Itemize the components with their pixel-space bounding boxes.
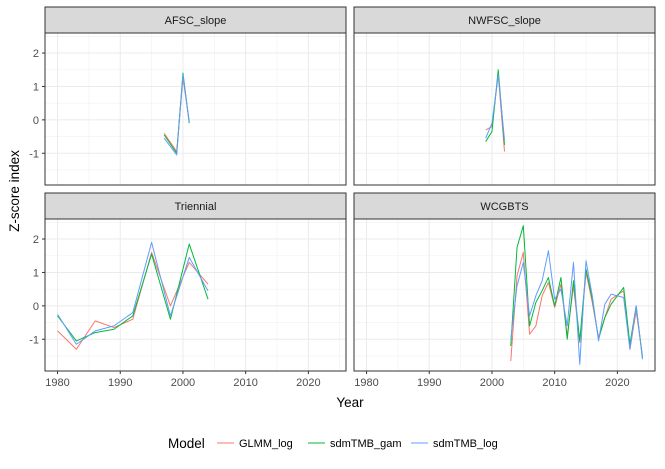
legend-label: GLMM_log: [239, 438, 293, 450]
x-tick-label: 2000: [480, 377, 504, 389]
panel-background: [45, 33, 346, 185]
y-axis-title: Z-score index: [7, 150, 22, 232]
panels: AFSC_slope NWFSC_slope Triennial WCGBTS: [44, 6, 656, 372]
series-line-sdmtmb-log: [57, 241, 209, 345]
y-axis-ticks: -1 0 1 2 -1 0 1 2: [29, 48, 45, 346]
facet-strip-label: AFSC_slope: [165, 15, 227, 27]
facet-strip-label: Triennial: [175, 201, 217, 213]
series-line-sdmtmb-gam: [510, 225, 643, 358]
y-tick-label: 1: [33, 267, 39, 279]
x-axis-ticks: 1980 1990 2000 2010 2020 1980 1990 2000 2010 2020: [45, 371, 630, 389]
y-tick-label: 0: [33, 301, 39, 313]
x-tick-label: 1980: [45, 377, 69, 389]
x-tick-label: 2010: [233, 377, 257, 389]
facet-strip-label: NWFSC_slope: [468, 15, 541, 27]
y-tick-label: 1: [33, 81, 39, 93]
panel-background: [354, 219, 655, 371]
panel-border: [44, 218, 347, 372]
x-tick-label: 1980: [354, 377, 378, 389]
x-axis-title: Year: [336, 395, 364, 410]
x-tick-label: 2000: [171, 377, 195, 389]
y-tick-label: -1: [29, 148, 39, 160]
panel-nwfsc-slope: NWFSC_slope: [353, 6, 656, 186]
legend-item-sdmtmb-gam: sdmTMB_gam: [308, 438, 402, 450]
x-tick-label: 2010: [542, 377, 566, 389]
facet-strip: [353, 192, 656, 220]
legend-label: sdmTMB_gam: [330, 438, 402, 450]
legend-label: sdmTMB_log: [433, 438, 498, 450]
facet-strip: [44, 192, 347, 220]
legend-item-glmm-log: GLMM_log: [217, 438, 293, 450]
legend-items: GLMM_log sdmTMB_gam sdmTMB_log: [217, 438, 498, 450]
panel-afsc-slope: AFSC_slope: [44, 6, 347, 186]
y-tick-label: 2: [33, 48, 39, 60]
panel-plot-area: [354, 219, 655, 371]
panel-border: [353, 218, 656, 372]
panel-plot-area: [45, 219, 346, 371]
series-line-sdmtmb-log: [510, 250, 643, 365]
panel-plot-area: [354, 33, 655, 185]
panel-background: [354, 33, 655, 185]
x-tick-label: 2020: [296, 377, 320, 389]
series-line-sdmtmb-log: [163, 74, 190, 156]
legend-item-sdmtmb-log: sdmTMB_log: [411, 438, 498, 450]
x-tick-label: 1990: [417, 377, 441, 389]
facet-strip: [353, 6, 656, 34]
legend: Model GLMM_log sdmTMB_gam sdmTMB_log: [168, 436, 498, 451]
legend-title: Model: [168, 436, 205, 451]
facet-strip-label: WCGBTS: [480, 201, 528, 213]
series-line-sdmtmb-gam: [57, 243, 209, 342]
y-tick-label: 0: [33, 115, 39, 127]
facet-strip: [44, 6, 347, 34]
y-tick-label: -1: [29, 334, 39, 346]
y-tick-label: 2: [33, 234, 39, 246]
panel-background: [45, 219, 346, 371]
series-line-sdmtmb-log: [485, 74, 505, 140]
x-tick-label: 2020: [605, 377, 629, 389]
panel-triennial: Triennial: [44, 192, 347, 372]
panel-plot-area: [45, 33, 346, 185]
panel-border: [44, 32, 347, 186]
x-tick-label: 1990: [108, 377, 132, 389]
panel-wcgbts: WCGBTS: [353, 192, 656, 372]
panel-border: [353, 32, 656, 186]
